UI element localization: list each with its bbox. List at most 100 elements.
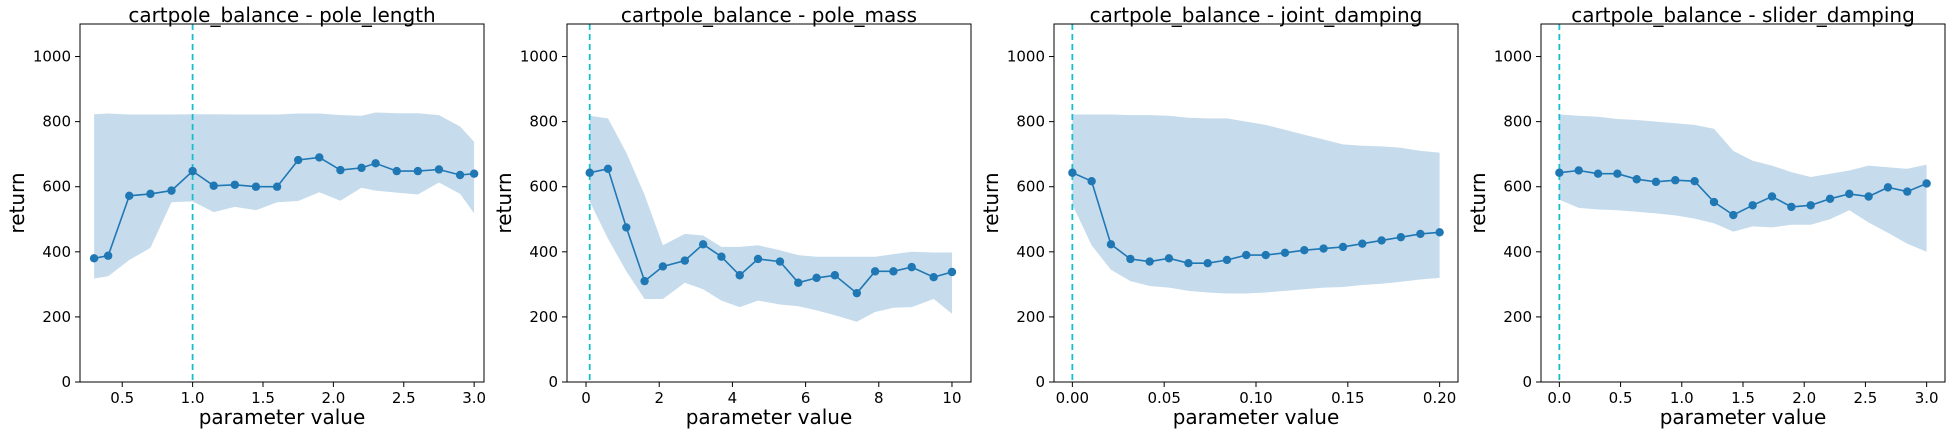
data-point	[1651, 177, 1661, 187]
data-point	[392, 166, 401, 176]
y-tick-label: 600	[529, 178, 558, 196]
y-axis-label: return	[1466, 172, 1490, 233]
x-tick-label: 3.0	[462, 389, 486, 407]
data-point	[146, 189, 155, 199]
confidence-band	[589, 115, 952, 322]
data-point	[1164, 254, 1174, 263]
data-point	[1087, 176, 1096, 186]
data-point	[794, 278, 803, 287]
x-tick-label: 2.5	[392, 389, 416, 407]
x-axis-label: parameter value	[686, 405, 853, 429]
data-point	[812, 273, 821, 283]
data-point	[1671, 176, 1680, 185]
x-tick-label: 0	[581, 389, 591, 407]
data-point	[1709, 197, 1719, 207]
x-tick-label: 0.15	[1331, 389, 1364, 407]
data-point	[1435, 228, 1444, 237]
x-tick-label: 2.0	[321, 389, 345, 407]
data-point	[735, 271, 744, 280]
y-tick-label: 400	[42, 243, 71, 261]
data-point	[830, 271, 840, 280]
x-tick-label: 2	[654, 389, 664, 407]
x-tick-label: 1.5	[1731, 389, 1755, 407]
data-point	[1632, 175, 1641, 184]
x-tick-label: 8	[874, 389, 884, 407]
x-axis-label: parameter value	[1173, 405, 1340, 429]
data-point	[1690, 176, 1699, 186]
axes-frame	[79, 23, 485, 383]
y-axis-label: return	[492, 172, 516, 233]
y-tick-label: 0	[1035, 373, 1045, 391]
y-tick-label: 800	[1503, 113, 1532, 131]
data-point	[357, 163, 366, 173]
y-tick-label: 0	[548, 373, 558, 391]
data-point	[1574, 166, 1583, 175]
y-tick-label: 200	[529, 308, 558, 326]
y-tick-label: 800	[42, 113, 71, 131]
x-tick-label: 10	[942, 389, 961, 407]
data-point	[209, 181, 218, 190]
y-tick-label: 600	[42, 178, 71, 196]
y-tick-label: 1000	[33, 48, 71, 66]
data-point	[167, 186, 176, 195]
data-point	[1377, 236, 1386, 245]
data-point	[907, 262, 916, 272]
y-tick-label: 400	[529, 243, 558, 261]
chart-title: cartpole_balance - joint_damping	[1090, 3, 1423, 27]
data-point	[1729, 210, 1738, 220]
x-tick-label: 0.0	[1547, 389, 1571, 407]
x-tick-label: 0.20	[1423, 389, 1456, 407]
data-point	[1416, 229, 1425, 239]
data-point	[1396, 232, 1406, 242]
data-point	[753, 254, 763, 264]
data-point	[1261, 250, 1270, 260]
x-tick-label: 0.05	[1147, 389, 1180, 407]
y-axis-label: return	[979, 172, 1003, 233]
x-tick-label: 0.00	[1056, 389, 1089, 407]
chart-panel-1: 0.5 1.0 1.5 2.0 2.5 3.0 0 200 400 600 800 1000 cartp…	[5, 3, 486, 429]
data-point	[1845, 189, 1854, 199]
data-point	[1593, 169, 1603, 178]
data-point	[1184, 259, 1193, 268]
data-point	[658, 262, 668, 271]
data-point	[1126, 254, 1135, 264]
y-tick-label: 600	[1016, 178, 1045, 196]
data-point	[1338, 242, 1348, 252]
data-point	[775, 257, 785, 266]
chart-panel-3: 0.00 0.05 0.10 0.15 0.20 0 200 400 600 800 1000 car…	[979, 3, 1459, 429]
data-point	[698, 240, 708, 249]
data-point	[1825, 194, 1835, 203]
y-tick-label: 200	[42, 308, 71, 326]
data-point	[929, 273, 938, 282]
y-axis-label: return	[5, 172, 29, 233]
data-point	[1555, 168, 1564, 177]
y-tick-label: 800	[1016, 113, 1045, 131]
data-point	[870, 267, 880, 276]
data-point	[188, 166, 197, 176]
data-point	[1300, 245, 1309, 255]
data-point	[1922, 179, 1931, 188]
data-point	[293, 155, 303, 165]
x-axis-label: parameter value	[199, 405, 366, 429]
data-point	[413, 166, 423, 176]
y-tick-label: 0	[61, 373, 71, 391]
data-point	[1242, 250, 1251, 260]
data-point	[336, 165, 345, 175]
data-point	[469, 169, 479, 178]
data-point	[585, 168, 594, 177]
data-point	[852, 288, 862, 298]
data-point	[125, 191, 134, 201]
data-point	[272, 182, 282, 191]
data-point	[455, 170, 465, 180]
x-tick-label: 2.5	[1853, 389, 1877, 407]
y-tick-label: 400	[1016, 243, 1045, 261]
y-tick-label: 1000	[1494, 48, 1532, 66]
data-point	[251, 182, 261, 191]
x-tick-label: 3.0	[1915, 389, 1939, 407]
chart-panel-2: 0 2 4 6 8 10 0 200 400 600 800 1000 cartpole_balance…	[492, 3, 972, 429]
data-point	[1864, 192, 1873, 201]
data-point	[89, 254, 99, 263]
x-tick-label: 0.10	[1239, 389, 1272, 407]
chart-title: cartpole_balance - pole_mass	[621, 3, 917, 27]
data-point	[1222, 255, 1232, 265]
